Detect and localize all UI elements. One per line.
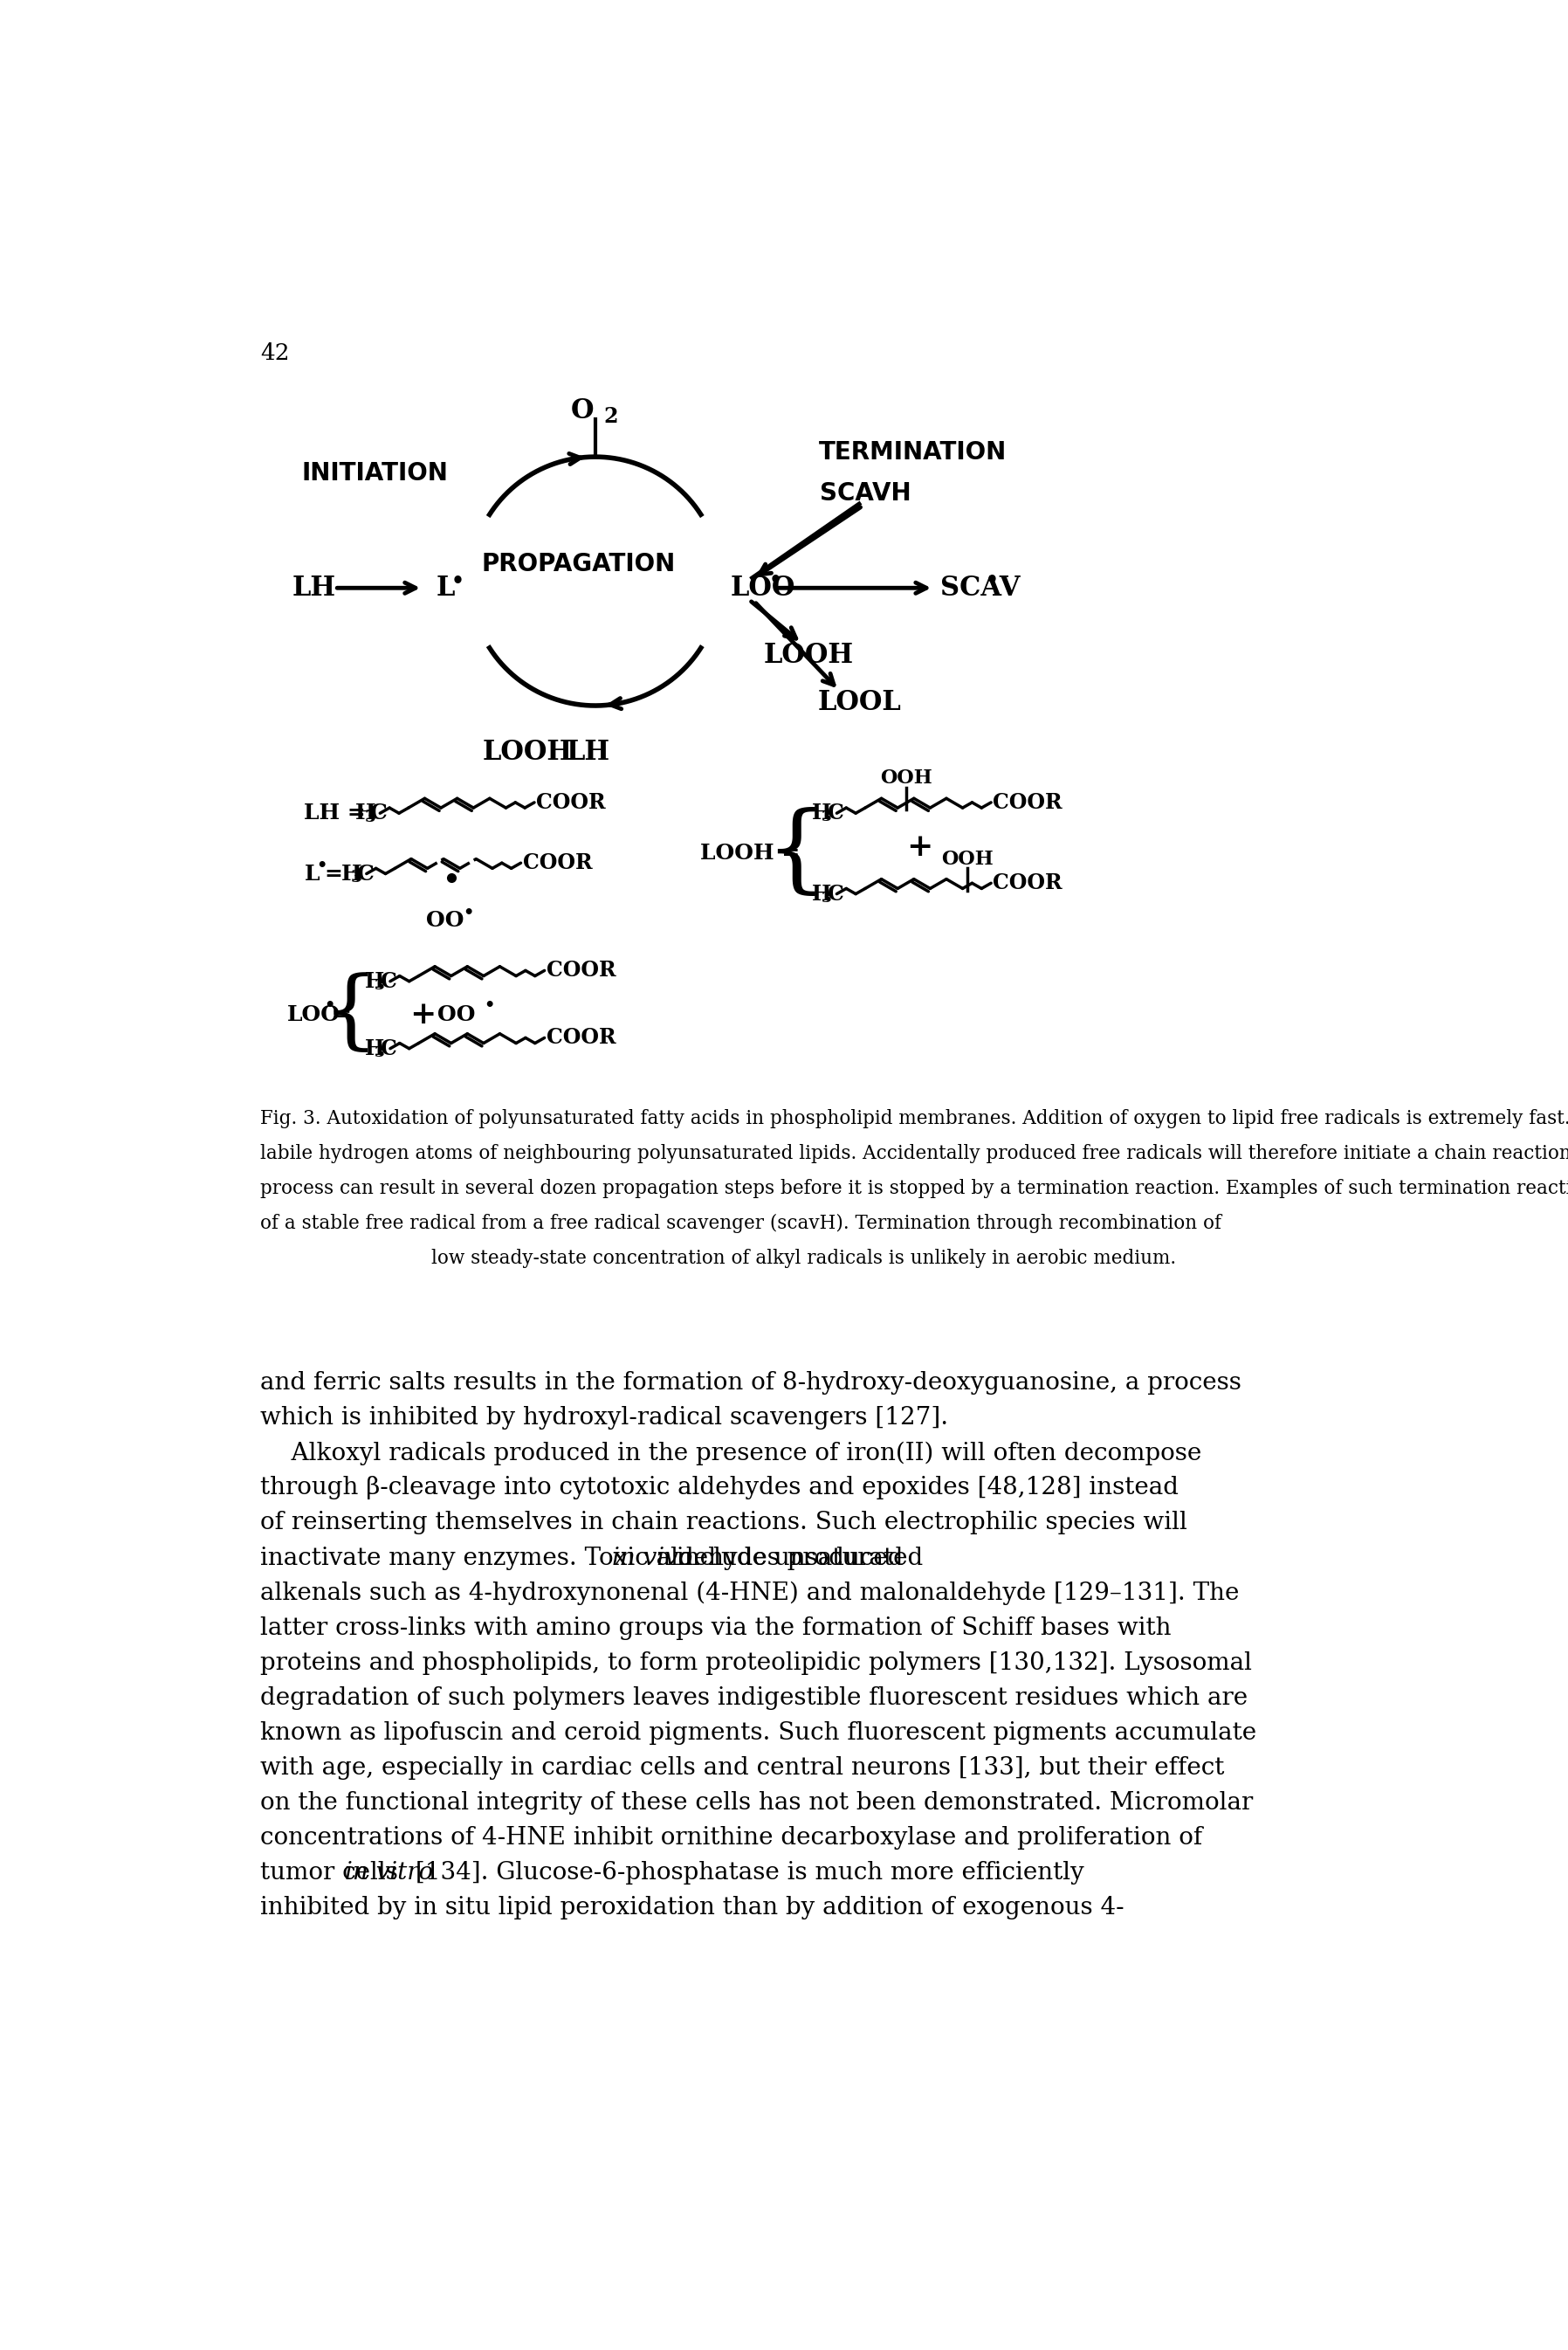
Text: COOR: COOR [522, 853, 593, 874]
Text: of reinserting themselves in chain reactions. Such electrophilic species will: of reinserting themselves in chain react… [260, 1511, 1187, 1535]
Text: with age, especially in cardiac cells and central neurons [133], but their effec: with age, especially in cardiac cells an… [260, 1755, 1225, 1779]
Text: SCAVH: SCAVH [820, 482, 911, 505]
Text: 3: 3 [375, 978, 384, 992]
Text: •: • [463, 905, 474, 921]
Text: concentrations of 4-HNE inhibit ornithine decarboxylase and proliferation of: concentrations of 4-HNE inhibit ornithin… [260, 1826, 1203, 1849]
Text: degradation of such polymers leaves indigestible fluorescent residues which are: degradation of such polymers leaves indi… [260, 1685, 1248, 1708]
Text: in vitro: in vitro [345, 1861, 433, 1885]
Text: alkenals such as 4-hydroxynonenal (4-HNE) and malonaldehyde [129–131]. The: alkenals such as 4-hydroxynonenal (4-HNE… [260, 1582, 1239, 1605]
Text: •: • [483, 999, 494, 1013]
Text: LOOH =: LOOH = [699, 844, 800, 865]
Text: of a stable free radical from a free radical scavenger (scavH). Termination thro: of a stable free radical from a free rad… [260, 1215, 1221, 1234]
Text: LOO: LOO [731, 573, 795, 602]
Text: H: H [354, 804, 376, 825]
Text: OOH: OOH [880, 768, 933, 787]
Text: [134]. Glucose-6-phosphatase is much more efficiently: [134]. Glucose-6-phosphatase is much mor… [408, 1861, 1085, 1885]
Text: C: C [370, 804, 387, 825]
Text: inhibited by in situ lipid peroxidation than by addition of exogenous 4-: inhibited by in situ lipid peroxidation … [260, 1896, 1124, 1920]
Text: H: H [365, 1039, 384, 1060]
Text: OOH: OOH [941, 848, 994, 870]
Text: and ferric salts results in the formation of 8-hydroxy-deoxyguanosine, a process: and ferric salts results in the formatio… [260, 1372, 1242, 1396]
Text: 3: 3 [822, 891, 831, 905]
Text: COOR: COOR [547, 961, 616, 980]
Text: LOOL: LOOL [817, 689, 902, 717]
Text: LH: LH [293, 573, 336, 602]
Text: 3: 3 [364, 808, 375, 825]
Text: •: • [325, 999, 336, 1013]
Text: through β-cleavage into cytotoxic aldehydes and epoxides [48,128] instead: through β-cleavage into cytotoxic aldehy… [260, 1476, 1179, 1499]
Text: C: C [828, 884, 844, 905]
Text: H: H [342, 862, 362, 884]
Text: in vivo: in vivo [612, 1546, 693, 1570]
Text: OO: OO [426, 909, 464, 931]
Text: tumor cells: tumor cells [260, 1861, 406, 1885]
Text: low steady-state concentration of alkyl radicals is unlikely in aerobic medium.: low steady-state concentration of alkyl … [431, 1248, 1176, 1269]
Text: process can result in several dozen propagation steps before it is stopped by a : process can result in several dozen prop… [260, 1180, 1568, 1199]
Text: •: • [317, 858, 328, 874]
Text: C: C [381, 1039, 397, 1060]
Text: C: C [828, 804, 844, 825]
Text: {: { [323, 973, 378, 1057]
Text: Fig. 3. Autoxidation of polyunsaturated fatty acids in phospholipid membranes. A: Fig. 3. Autoxidation of polyunsaturated … [260, 1109, 1568, 1128]
Text: C: C [358, 862, 375, 884]
Text: H: H [812, 884, 831, 905]
Text: =: = [332, 1003, 351, 1025]
Text: 3: 3 [351, 870, 362, 886]
Text: LOO: LOO [287, 1003, 340, 1025]
Text: labile hydrogen atoms of neighbouring polyunsaturated lipids. Accidentally produ: labile hydrogen atoms of neighbouring po… [260, 1144, 1568, 1163]
Text: COOR: COOR [993, 792, 1063, 813]
Text: latter cross-links with amino groups via the formation of Schiff bases with: latter cross-links with amino groups via… [260, 1617, 1171, 1640]
Text: LOOH: LOOH [764, 642, 853, 670]
Text: L: L [304, 862, 320, 884]
Text: SCAV: SCAV [941, 573, 1021, 602]
Text: H: H [812, 804, 831, 825]
Text: •: • [768, 569, 781, 590]
Text: COOR: COOR [993, 872, 1063, 893]
Text: 3: 3 [375, 1046, 384, 1060]
Text: L: L [436, 573, 455, 602]
Text: proteins and phospholipids, to form proteolipidic polymers [130,132]. Lysosomal: proteins and phospholipids, to form prot… [260, 1652, 1253, 1676]
Text: {: { [765, 806, 826, 900]
Text: +: + [906, 832, 933, 862]
Text: COOR: COOR [547, 1027, 616, 1048]
Text: TERMINATION: TERMINATION [818, 439, 1007, 465]
Text: +: + [409, 1001, 436, 1029]
Text: inactivate many enzymes. Toxic aldehydes produced: inactivate many enzymes. Toxic aldehydes… [260, 1546, 911, 1570]
Text: Alkoxyl radicals produced in the presence of iron(II) will often decompose: Alkoxyl radicals produced in the presenc… [260, 1441, 1201, 1464]
Text: •: • [985, 569, 997, 590]
Text: 2: 2 [604, 407, 618, 428]
Text: =: = [325, 862, 343, 884]
Text: which is inhibited by hydroxyl-radical scavengers [127].: which is inhibited by hydroxyl-radical s… [260, 1405, 949, 1429]
Text: PROPAGATION: PROPAGATION [481, 552, 676, 576]
Text: on the functional integrity of these cells has not been demonstrated. Micromolar: on the functional integrity of these cel… [260, 1791, 1253, 1814]
Text: include unsaturated: include unsaturated [668, 1546, 922, 1570]
Text: COOR: COOR [536, 792, 605, 813]
Text: known as lipofuscin and ceroid pigments. Such fluorescent pigments accumulate: known as lipofuscin and ceroid pigments.… [260, 1720, 1256, 1744]
Text: INITIATION: INITIATION [303, 461, 448, 486]
Text: LH: LH [566, 740, 610, 766]
Text: C: C [381, 971, 397, 992]
Text: LOOH: LOOH [483, 740, 572, 766]
Text: 3: 3 [822, 811, 831, 825]
Text: •: • [452, 571, 464, 592]
Text: LH =: LH = [304, 804, 365, 825]
Text: O: O [571, 397, 594, 425]
Text: 42: 42 [260, 343, 290, 364]
Text: H: H [365, 971, 384, 992]
Text: OO: OO [437, 1003, 475, 1025]
